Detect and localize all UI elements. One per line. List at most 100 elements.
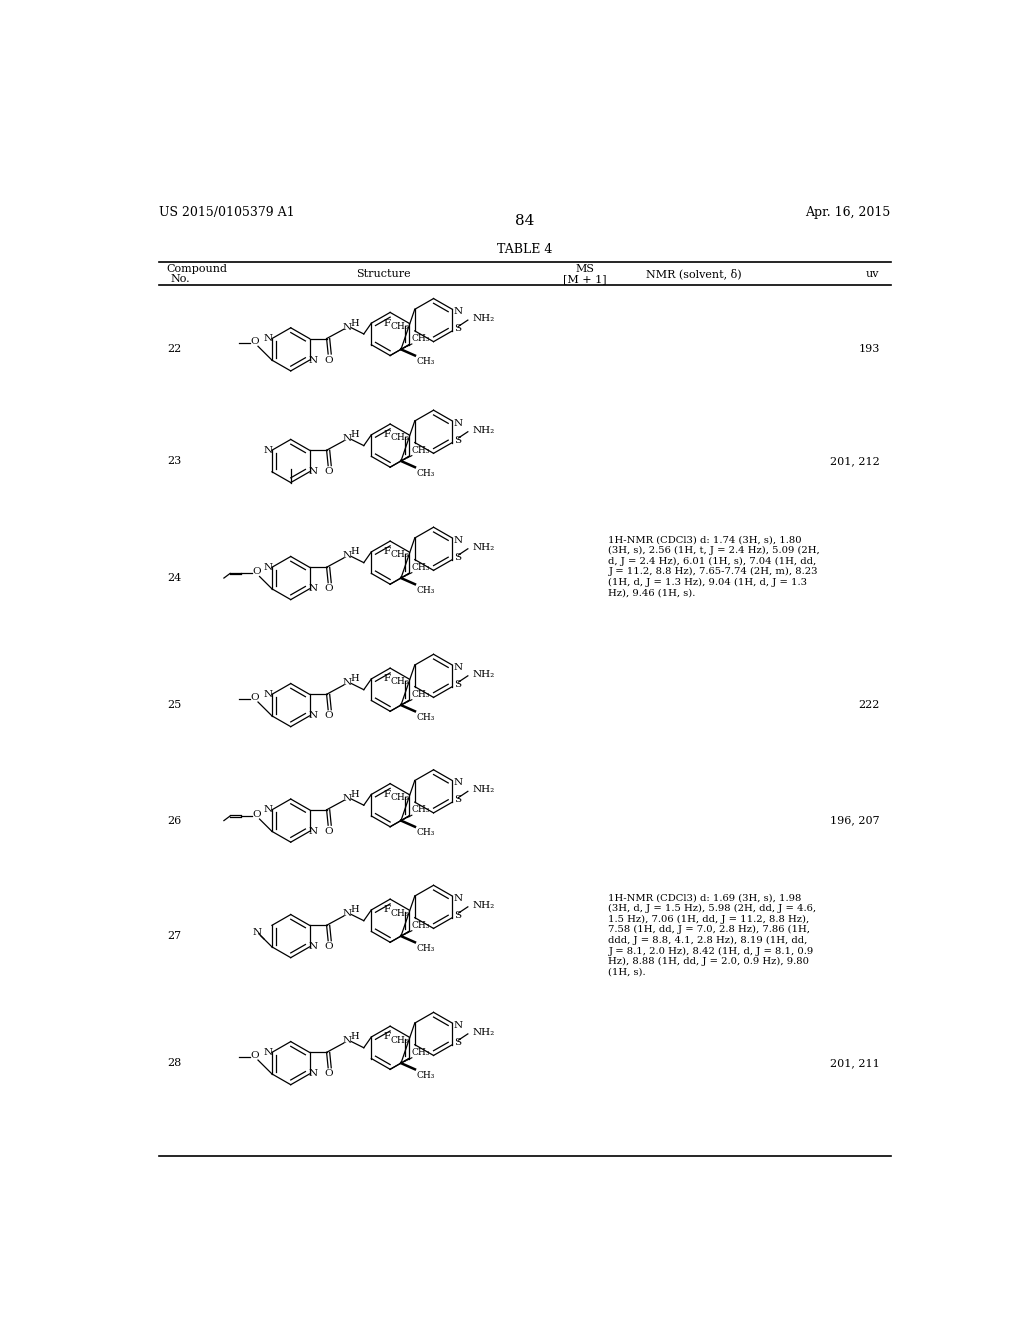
- Text: MS: MS: [575, 264, 595, 273]
- Text: N: N: [342, 1036, 351, 1045]
- Text: 193: 193: [858, 345, 880, 354]
- Text: N: N: [342, 322, 351, 331]
- Text: N: N: [454, 1020, 462, 1030]
- Text: CH₃: CH₃: [390, 1036, 409, 1044]
- Text: N: N: [342, 434, 351, 444]
- Text: 26: 26: [167, 816, 181, 825]
- Text: H: H: [350, 789, 358, 799]
- Text: N: N: [342, 909, 351, 919]
- Text: O: O: [252, 810, 261, 818]
- Text: N: N: [263, 805, 272, 814]
- Text: 28: 28: [167, 1059, 181, 1068]
- Text: N: N: [309, 355, 318, 364]
- Text: S: S: [455, 796, 462, 804]
- Text: F: F: [383, 675, 390, 684]
- Text: Apr. 16, 2015: Apr. 16, 2015: [805, 206, 891, 219]
- Text: N: N: [309, 942, 318, 952]
- Text: O: O: [325, 467, 333, 477]
- Text: N: N: [309, 1069, 318, 1078]
- Text: S: S: [455, 680, 462, 689]
- Text: CH₃: CH₃: [390, 677, 409, 686]
- Text: O: O: [325, 942, 333, 952]
- Text: CH₃: CH₃: [390, 550, 409, 560]
- Text: N: N: [309, 711, 318, 721]
- Text: N: N: [454, 536, 462, 545]
- Text: No.: No.: [171, 275, 190, 284]
- Text: CH₃: CH₃: [417, 1071, 435, 1080]
- Text: CH₃: CH₃: [390, 793, 409, 803]
- Text: N: N: [342, 552, 351, 560]
- Text: O: O: [325, 711, 333, 721]
- Text: 84: 84: [515, 214, 535, 228]
- Text: F: F: [383, 1032, 390, 1041]
- Text: 1H-NMR (CDCl3) d: 1.74 (3H, s), 1.80
(3H, s), 2.56 (1H, t, J = 2.4 Hz), 5.09 (2H: 1H-NMR (CDCl3) d: 1.74 (3H, s), 1.80 (3H…: [608, 536, 820, 597]
- Text: N: N: [454, 894, 462, 903]
- Text: H: H: [350, 675, 358, 684]
- Text: H: H: [350, 1032, 358, 1041]
- Text: CH₃: CH₃: [417, 358, 435, 366]
- Text: CH₃: CH₃: [417, 586, 435, 595]
- Text: H: H: [350, 430, 358, 440]
- Text: 22: 22: [167, 345, 181, 354]
- Text: S: S: [455, 436, 462, 445]
- Text: CH₃: CH₃: [412, 334, 430, 343]
- Text: N: N: [263, 334, 272, 343]
- Text: CH₃: CH₃: [412, 690, 430, 698]
- Text: N: N: [309, 585, 318, 593]
- Text: NH₂: NH₂: [472, 543, 495, 552]
- Text: N: N: [263, 1048, 272, 1057]
- Text: 24: 24: [167, 573, 181, 583]
- Text: F: F: [383, 906, 390, 915]
- Text: CH₃: CH₃: [412, 562, 430, 572]
- Text: O: O: [325, 1069, 333, 1078]
- Text: CH₃: CH₃: [390, 908, 409, 917]
- Text: S: S: [455, 911, 462, 920]
- Text: O: O: [251, 693, 259, 702]
- Text: S: S: [455, 553, 462, 562]
- Text: CH₃: CH₃: [390, 322, 409, 331]
- Text: O: O: [251, 1051, 259, 1060]
- Text: CH₃: CH₃: [412, 446, 430, 454]
- Text: CH₃: CH₃: [417, 469, 435, 478]
- Text: O: O: [325, 355, 333, 364]
- Text: O: O: [325, 826, 333, 836]
- Text: Compound: Compound: [167, 264, 227, 273]
- Text: uv: uv: [865, 268, 879, 279]
- Text: NH₂: NH₂: [472, 426, 495, 434]
- Text: CH₃: CH₃: [412, 921, 430, 929]
- Text: [M + 1]: [M + 1]: [563, 275, 607, 284]
- Text: CH₃: CH₃: [412, 1048, 430, 1057]
- Text: NMR (solvent, δ): NMR (solvent, δ): [646, 268, 741, 280]
- Text: CH₃: CH₃: [417, 829, 435, 837]
- Text: NH₂: NH₂: [472, 314, 495, 323]
- Text: N: N: [263, 562, 272, 572]
- Text: CH₃: CH₃: [412, 805, 430, 814]
- Text: US 2015/0105379 A1: US 2015/0105379 A1: [159, 206, 295, 219]
- Text: 222: 222: [858, 700, 880, 710]
- Text: CH₃: CH₃: [417, 713, 435, 722]
- Text: N: N: [342, 793, 351, 803]
- Text: 201, 211: 201, 211: [830, 1059, 880, 1068]
- Text: N: N: [454, 308, 462, 315]
- Text: N: N: [309, 826, 318, 836]
- Text: H: H: [350, 318, 358, 327]
- Text: O: O: [325, 585, 333, 593]
- Text: H: H: [350, 906, 358, 915]
- Text: CH₃: CH₃: [417, 944, 435, 953]
- Text: Structure: Structure: [356, 268, 411, 279]
- Text: TABLE 4: TABLE 4: [497, 243, 553, 256]
- Text: F: F: [383, 548, 390, 556]
- Text: 196, 207: 196, 207: [830, 816, 880, 825]
- Text: F: F: [383, 430, 390, 440]
- Text: N: N: [342, 678, 351, 688]
- Text: 201, 212: 201, 212: [830, 455, 880, 466]
- Text: NH₂: NH₂: [472, 900, 495, 909]
- Text: F: F: [383, 789, 390, 799]
- Text: N: N: [309, 467, 318, 477]
- Text: N: N: [263, 446, 272, 454]
- Text: N: N: [253, 928, 262, 937]
- Text: N: N: [454, 779, 462, 787]
- Text: N: N: [263, 690, 272, 698]
- Text: NH₂: NH₂: [472, 1028, 495, 1036]
- Text: H: H: [350, 548, 358, 556]
